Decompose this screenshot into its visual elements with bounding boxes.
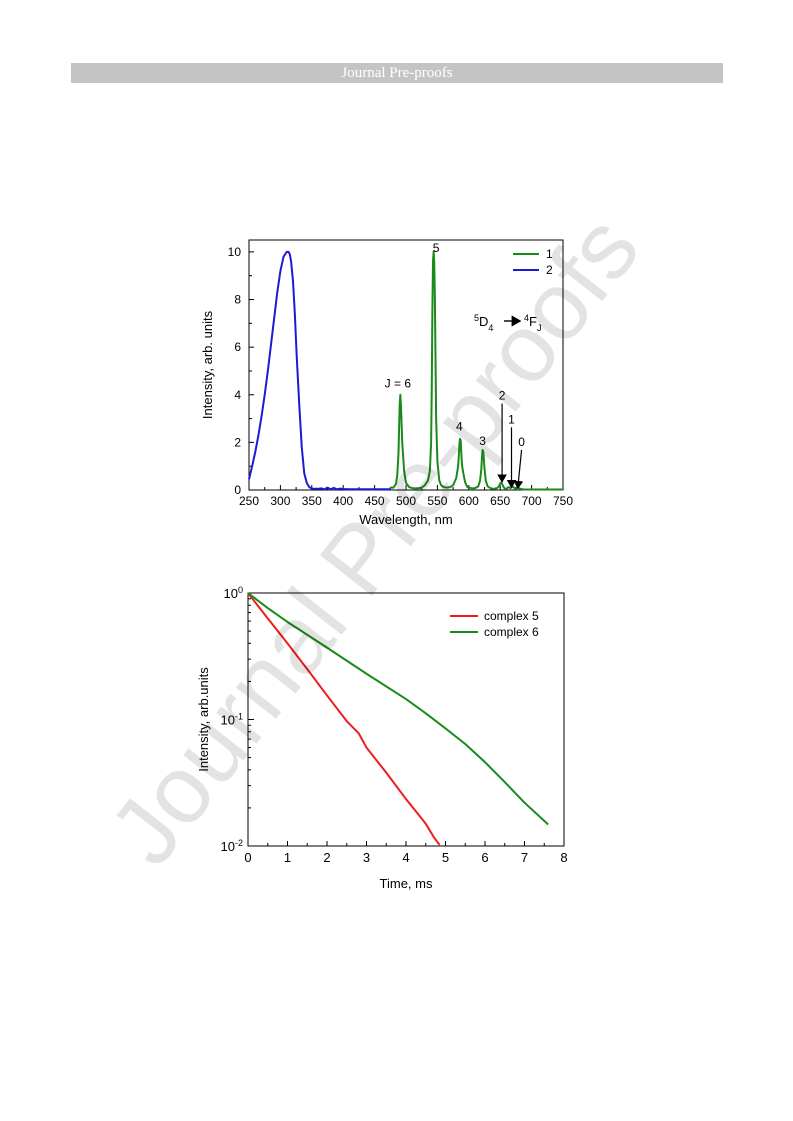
journal-banner: Journal Pre-proofs xyxy=(71,63,723,83)
transition-sub-1: 4 xyxy=(488,323,493,333)
x-tick-label: 400 xyxy=(333,494,353,508)
x-tick-label: 500 xyxy=(396,494,416,508)
y-tick-label: 10 xyxy=(228,245,242,259)
x-tick-label: 450 xyxy=(365,494,385,508)
y-axis-label: Intensity, arb. units xyxy=(200,310,215,419)
x-axis-label: Time, ms xyxy=(380,876,433,891)
y-tick-exp: 0 xyxy=(238,585,243,595)
y-tick-base: 10 xyxy=(224,586,238,601)
transition-term-1: D xyxy=(479,314,488,329)
y-tick-label: 0 xyxy=(234,483,241,497)
transition-term-2: F xyxy=(529,314,537,329)
x-tick-label: 350 xyxy=(302,494,322,508)
y-tick-label: 10-1 xyxy=(221,712,243,728)
x-tick-label: 8 xyxy=(560,850,567,865)
y-axis-label: Intensity, arb.units xyxy=(196,667,211,772)
x-tick-label: 300 xyxy=(270,494,290,508)
y-tick-exp: -2 xyxy=(235,838,243,848)
x-tick-label: 7 xyxy=(521,850,528,865)
y-tick-label: 100 xyxy=(224,585,243,601)
transition-label-final: 4FJ xyxy=(524,313,541,333)
y-tick-label: 10-2 xyxy=(221,838,243,854)
x-tick-label: 600 xyxy=(459,494,479,508)
y-tick-label: 2 xyxy=(234,435,241,449)
x-tick-label: 2 xyxy=(323,850,330,865)
y-tick-exp: -1 xyxy=(235,712,243,722)
legend-label: complex 6 xyxy=(484,625,539,639)
x-tick-label: 750 xyxy=(553,494,573,508)
legend-label: 2 xyxy=(546,263,553,277)
peak-label: 3 xyxy=(479,434,486,448)
x-tick-label: 0 xyxy=(244,850,251,865)
transition-label: 5D4 xyxy=(474,313,493,333)
y-tick-label: 8 xyxy=(234,293,241,307)
x-tick-label: 250 xyxy=(239,494,259,508)
x-tick-label: 5 xyxy=(442,850,449,865)
series-line-2 xyxy=(248,250,391,491)
y-tick-base: 10 xyxy=(221,839,235,854)
transition-sub-2: J xyxy=(537,323,542,333)
peak-label: 5 xyxy=(433,241,440,255)
x-tick-label: 550 xyxy=(427,494,447,508)
legend: 12 xyxy=(513,247,553,277)
x-tick-label: 700 xyxy=(522,494,542,508)
transition-sup-1: 5 xyxy=(474,313,479,323)
x-tick-label: 4 xyxy=(402,850,409,865)
y-axis-ticks: 0 2 4 6 8 10 xyxy=(228,245,254,497)
transition-sup-2: 4 xyxy=(524,313,529,323)
peak-label: 1 xyxy=(508,412,515,426)
y-tick-label: 6 xyxy=(234,340,241,354)
x-axis-label: Wavelength, nm xyxy=(359,512,452,527)
y-tick-label: 4 xyxy=(234,388,241,402)
peak-label: 2 xyxy=(499,389,506,403)
legend-label: complex 5 xyxy=(484,609,539,623)
spectra-chart: 250 300 350 400 450 500 550 600 650 700 750 024681… xyxy=(200,239,573,527)
series-line-complex-5 xyxy=(247,592,441,846)
x-axis-ticks: 0 1 2 3 4 5 6 7 8 xyxy=(244,841,568,865)
peak-arrow xyxy=(513,449,524,490)
peak-label: J = 6 xyxy=(385,377,412,391)
x-tick-label: 6 xyxy=(481,850,488,865)
legend: complex 5 complex 6 xyxy=(450,609,539,639)
x-tick-label: 650 xyxy=(490,494,510,508)
series-lines xyxy=(247,592,549,846)
legend-label: 1 xyxy=(546,247,553,261)
y-tick-base: 10 xyxy=(221,713,235,728)
peak-label: 4 xyxy=(456,419,463,433)
peak-label: 0 xyxy=(518,435,525,449)
x-tick-label: 1 xyxy=(284,850,291,865)
x-tick-label: 3 xyxy=(363,850,370,865)
series-line-complex-6 xyxy=(247,592,549,826)
